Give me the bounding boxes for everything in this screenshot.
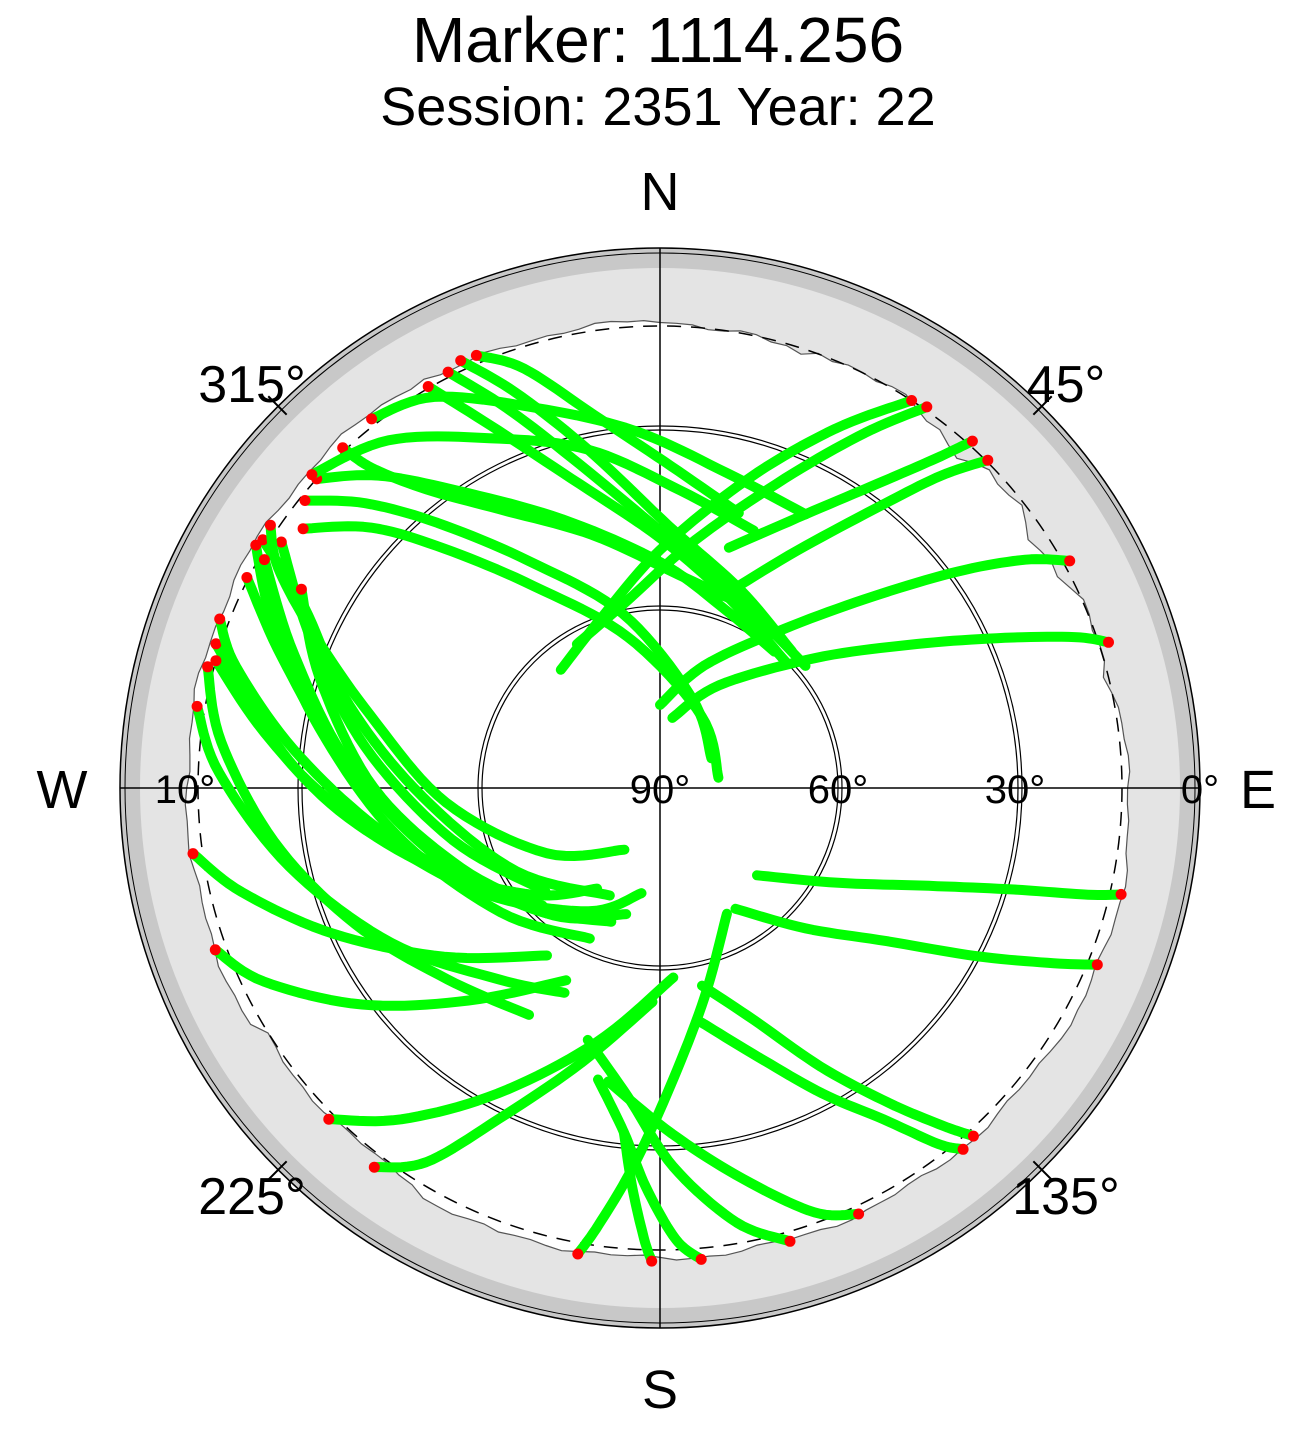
track-start-point-23 — [906, 395, 918, 406]
track-start-point-35 — [695, 1253, 707, 1265]
satellite-track-10 — [210, 655, 603, 901]
elevation-label-90: 90° — [630, 768, 691, 812]
compass-south: S — [642, 1360, 678, 1420]
track-start-point-25 — [966, 435, 978, 447]
azimuth-tick-45 — [1032, 395, 1053, 416]
azimuth-label-135: 135° — [1012, 1168, 1120, 1226]
satellite-track-2 — [250, 540, 595, 944]
track-start-point-21 — [455, 355, 467, 367]
track-start-point-20 — [442, 366, 454, 378]
compass-north: N — [641, 162, 680, 222]
track-start-point-13 — [337, 442, 349, 454]
satellite-track-24 — [571, 401, 932, 650]
satellite-track-25 — [723, 436, 978, 553]
track-start-point-40 — [209, 944, 221, 956]
satellite-track-20 — [443, 367, 811, 671]
satellite-tracks — [187, 349, 1127, 1267]
elevation-label-0: 0° — [1181, 768, 1219, 812]
satellite-track-12 — [265, 520, 630, 861]
azimuth-label-45: 45° — [1027, 356, 1106, 414]
satellite-track-32 — [696, 1017, 969, 1155]
satellite-track-35 — [593, 1074, 707, 1265]
track-start-point-30 — [1091, 959, 1103, 971]
axis-labels: N S W E 45° 135° 225° 315° 0° 10° 30° 60… — [37, 162, 1277, 1420]
satellite-track-36 — [618, 1127, 657, 1267]
satellite-track-37 — [572, 908, 732, 1259]
satellite-track-21 — [455, 355, 797, 657]
azimuth-tick-225 — [267, 1160, 288, 1181]
track-start-point-7 — [210, 638, 222, 650]
satellite-track-41 — [188, 848, 552, 964]
track-start-point-5 — [275, 536, 287, 548]
satellite-track-22 — [471, 350, 744, 519]
track-start-point-12 — [264, 519, 276, 531]
azimuth-tick-315 — [267, 395, 288, 416]
track-start-point-37 — [572, 1248, 584, 1260]
track-start-point-28 — [1103, 636, 1114, 648]
satellite-track-33 — [603, 1076, 864, 1221]
track-start-point-11 — [214, 613, 226, 625]
elevation-label-10: 10° — [155, 768, 216, 812]
compass-east: E — [1240, 760, 1276, 820]
track-start-point-10 — [210, 655, 222, 667]
track-start-point-31 — [967, 1130, 979, 1142]
satellite-track-9 — [192, 701, 570, 998]
satellite-track-19 — [423, 381, 791, 668]
track-start-point-34 — [784, 1235, 796, 1247]
satellite-track-27 — [655, 554, 1075, 710]
satellite-track-26 — [717, 455, 993, 601]
track-start-point-33 — [853, 1208, 865, 1220]
azimuth-label-225: 225° — [198, 1168, 306, 1226]
track-start-point-4 — [258, 554, 270, 566]
track-start-point-2 — [250, 539, 262, 551]
track-start-point-15 — [306, 469, 318, 481]
track-start-point-3 — [241, 572, 253, 583]
satellite-track-15 — [306, 431, 759, 536]
track-start-point-32 — [957, 1143, 969, 1155]
satellite-track-28 — [667, 631, 1114, 723]
track-start-point-6 — [295, 583, 307, 595]
track-start-point-9 — [191, 700, 203, 712]
satellite-track-39 — [323, 972, 679, 1127]
track-start-point-38 — [368, 1161, 380, 1173]
azimuth-tick-135 — [1032, 1160, 1053, 1181]
plot-rings — [119, 247, 1201, 1329]
satellite-track-31 — [697, 980, 979, 1142]
satellite-track-17 — [298, 521, 724, 783]
satellite-track-14 — [311, 470, 780, 657]
compass-west: W — [37, 760, 88, 820]
elevation-label-30: 30° — [985, 768, 1046, 812]
track-start-point-22 — [470, 349, 482, 361]
track-start-point-36 — [646, 1255, 658, 1267]
track-start-point-41 — [187, 848, 199, 860]
track-start-point-17 — [297, 523, 309, 535]
track-start-point-18 — [366, 413, 378, 425]
track-start-point-29 — [1115, 888, 1127, 900]
chart-subtitle: Session: 2351 Year: 22 — [380, 77, 936, 137]
elevation-label-60: 60° — [808, 768, 869, 812]
track-start-point-16 — [299, 495, 311, 506]
satellite-track-34 — [582, 1034, 795, 1247]
satellite-track-40 — [210, 944, 572, 1011]
azimuth-label-315: 315° — [198, 356, 306, 414]
track-start-point-27 — [1064, 555, 1076, 567]
satellite-track-11 — [214, 614, 548, 911]
track-start-point-39 — [323, 1113, 335, 1125]
track-start-point-8 — [202, 661, 214, 673]
satellite-track-38 — [369, 996, 658, 1173]
track-start-point-19 — [422, 381, 434, 392]
chart-title: Marker: 1114.256 — [411, 4, 905, 76]
track-start-point-26 — [982, 454, 994, 466]
satellite-track-30 — [730, 903, 1103, 970]
track-start-point-24 — [921, 401, 933, 413]
satellite-track-29 — [752, 870, 1127, 900]
